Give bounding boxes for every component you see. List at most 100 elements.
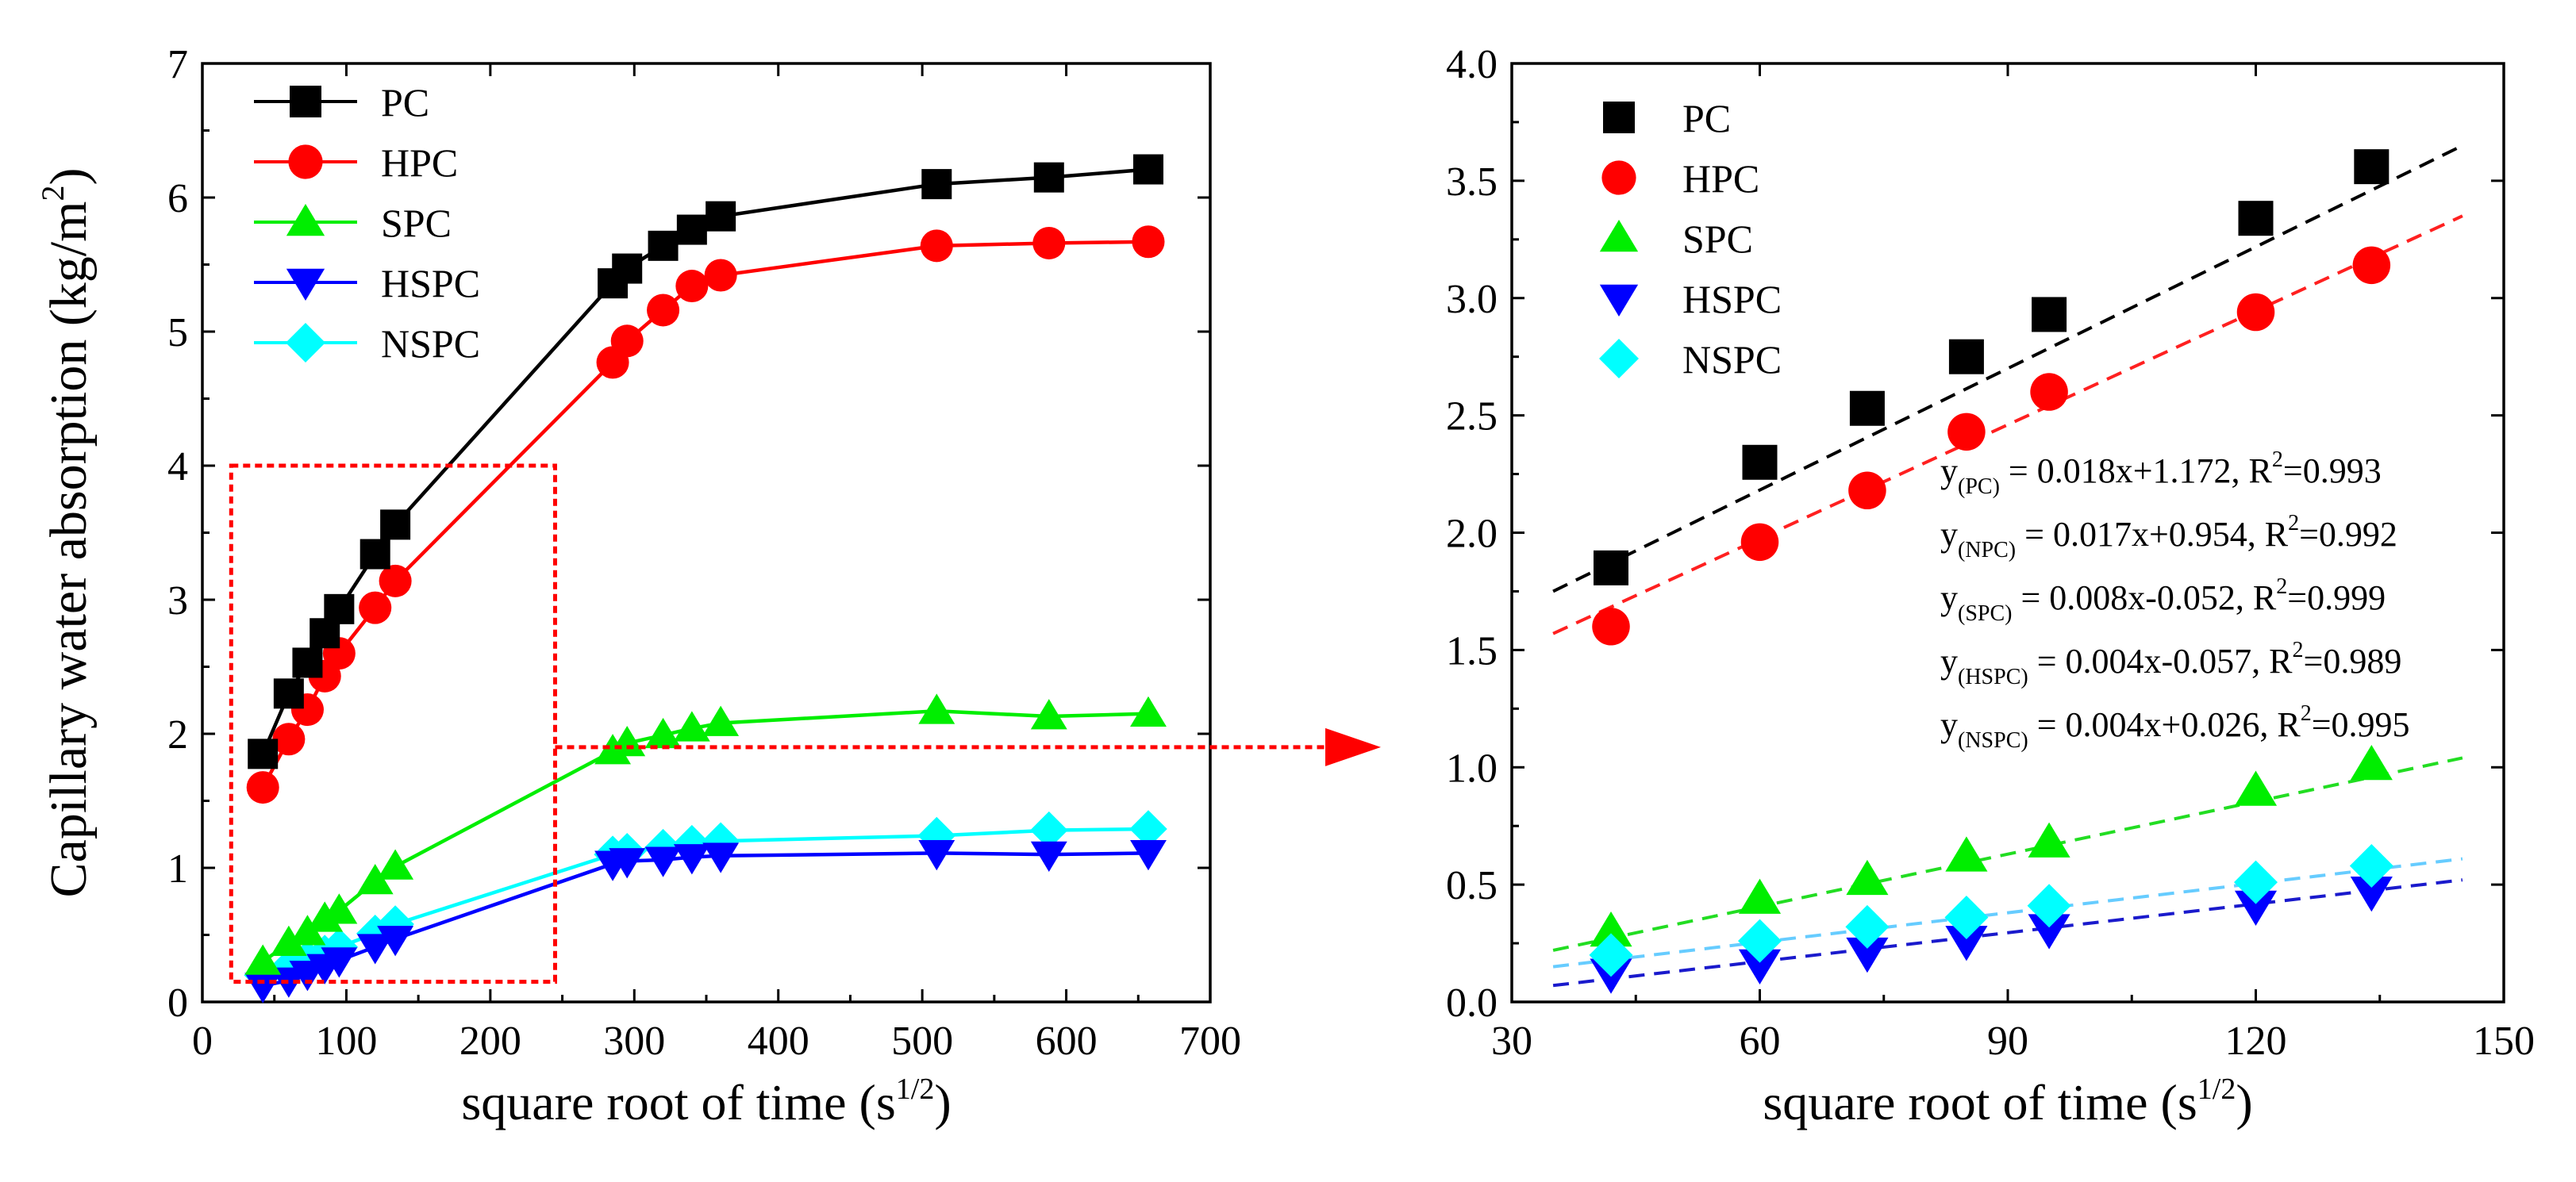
left-point-spc bbox=[377, 849, 414, 880]
left-x-tick-label: 400 bbox=[748, 1019, 809, 1064]
left-y-tick-label: 6 bbox=[167, 176, 188, 221]
left-y-tick-label: 1 bbox=[167, 846, 188, 892]
right-fit-equation: y(NSPC) = 0.004x+0.026, R2=0.995 bbox=[1940, 701, 2410, 753]
left-y-tick-label: 4 bbox=[167, 444, 188, 489]
right-legend-label-hspc: HSPC bbox=[1682, 277, 1782, 321]
left-point-pc bbox=[324, 593, 355, 624]
right-fit-equation: y(SPC) = 0.008x-0.052, R2=0.999 bbox=[1940, 574, 2386, 626]
right-point-hpc bbox=[1740, 523, 1779, 562]
right-legend-label-hpc: HPC bbox=[1682, 156, 1759, 201]
right-legend-marker-spc bbox=[1599, 220, 1639, 252]
left-point-spc bbox=[270, 925, 307, 957]
left-point-hpc bbox=[647, 294, 680, 327]
right-point-hspc bbox=[1945, 926, 1988, 961]
right-point-pc bbox=[1849, 390, 1885, 426]
right-y-tick-label: 3.5 bbox=[1446, 159, 1498, 205]
left-point-spc bbox=[1130, 696, 1167, 727]
right-point-hspc bbox=[2350, 877, 2393, 912]
left-y-tick-label: 5 bbox=[167, 310, 188, 355]
left-point-spc bbox=[702, 705, 740, 736]
left-x-axis-label: square root of time (s1/2) bbox=[461, 1073, 951, 1130]
right-point-hpc bbox=[2236, 293, 2275, 332]
left-point-hpc bbox=[272, 723, 306, 756]
right-point-spc bbox=[1846, 859, 1889, 896]
left-x-tick-label: 300 bbox=[603, 1019, 665, 1064]
left-legend-marker-nspc bbox=[286, 323, 325, 363]
right-fit-line-nspc bbox=[1552, 857, 2463, 969]
left-point-pc bbox=[1033, 162, 1064, 193]
right-point-hpc bbox=[2352, 246, 2391, 285]
left-point-spc bbox=[594, 734, 632, 765]
left-point-hpc bbox=[704, 259, 737, 292]
right-point-pc bbox=[1594, 550, 1628, 585]
left-legend-label-hpc: HPC bbox=[381, 140, 458, 185]
right-point-spc bbox=[1738, 878, 1782, 914]
left-legend-marker-spc bbox=[286, 204, 325, 236]
left-point-spc bbox=[644, 717, 682, 749]
left-legend-label-hspc: HSPC bbox=[381, 261, 480, 305]
right-legend-label-nspc: NSPC bbox=[1682, 337, 1782, 382]
left-point-spc bbox=[306, 901, 344, 932]
right-chart: 30 60 90 120 150 0.0 0.5 1.0 1.5 2.0 2.5 3.0 3.5 4.0 s… bbox=[1446, 42, 2535, 1130]
left-series-line-pc bbox=[261, 167, 1149, 755]
left-y-tick-label: 2 bbox=[167, 712, 188, 758]
left-y-tick-label: 7 bbox=[167, 42, 188, 87]
right-legend-marker-pc bbox=[1603, 102, 1635, 133]
right-fit-equation: y(HSPC) = 0.004x-0.057, R2=0.989 bbox=[1940, 638, 2401, 689]
left-point-pc bbox=[359, 539, 390, 570]
right-x-tick-label: 150 bbox=[2473, 1019, 2535, 1064]
right-point-spc bbox=[1590, 911, 1632, 947]
right-point-hspc bbox=[1846, 937, 1889, 973]
left-point-hpc bbox=[379, 564, 412, 597]
zoom-arrow-head bbox=[1325, 727, 1381, 766]
left-x-tick-label: 700 bbox=[1179, 1019, 1241, 1064]
right-y-tick-label: 2.5 bbox=[1446, 394, 1498, 439]
zoom-annotation bbox=[229, 463, 1381, 984]
left-chart: 0 100 200 300 400 500 600 700 0 1 2 3 4 5 6 7 square roo… bbox=[35, 42, 1241, 1130]
left-point-pc bbox=[676, 214, 707, 245]
left-point-spc bbox=[321, 893, 358, 924]
left-point-pc bbox=[1132, 154, 1163, 185]
right-point-nspc bbox=[2234, 860, 2278, 904]
left-point-spc bbox=[244, 944, 282, 975]
left-point-pc bbox=[648, 230, 679, 261]
right-point-hpc bbox=[1947, 413, 1986, 451]
right-y-tick-label: 0.0 bbox=[1446, 981, 1498, 1026]
right-point-hpc bbox=[1848, 471, 1886, 510]
left-point-hpc bbox=[610, 324, 644, 358]
zoom-box bbox=[229, 463, 557, 984]
left-x-tick-label: 100 bbox=[315, 1019, 377, 1064]
left-point-hspc bbox=[244, 973, 282, 1004]
left-y-tick-label: 0 bbox=[167, 981, 188, 1026]
left-point-hspc bbox=[673, 844, 710, 875]
right-y-tick-label: 4.0 bbox=[1446, 42, 1498, 87]
left-point-pc bbox=[273, 678, 304, 709]
right-point-nspc bbox=[2027, 884, 2071, 928]
right-fit-line-hpc bbox=[1552, 214, 2463, 635]
right-point-hpc bbox=[2030, 373, 2068, 411]
left-x-tick-label: 0 bbox=[192, 1019, 213, 1064]
left-legend-marker-hspc bbox=[286, 268, 325, 301]
left-point-hspc bbox=[321, 947, 358, 978]
left-x-tick-label: 200 bbox=[459, 1019, 521, 1064]
right-fit-equation: y(PC) = 0.018x+1.172, R2=0.993 bbox=[1940, 447, 2382, 499]
left-point-hpc bbox=[1032, 226, 1066, 259]
right-point-pc bbox=[1948, 339, 1984, 374]
right-point-hpc bbox=[1592, 608, 1630, 646]
left-point-pc bbox=[706, 201, 736, 232]
left-legend-marker-pc bbox=[290, 86, 321, 117]
left-point-nspc bbox=[1129, 810, 1167, 848]
right-legend-marker-hspc bbox=[1599, 284, 1639, 317]
left-point-hspc bbox=[377, 926, 414, 957]
left-point-spc bbox=[1030, 699, 1067, 730]
left-point-hspc bbox=[644, 846, 682, 877]
left-point-hspc bbox=[1030, 841, 1067, 872]
right-legend-marker-hpc bbox=[1601, 160, 1636, 195]
left-x-tick-label: 500 bbox=[891, 1019, 953, 1064]
right-fit-line-hspc bbox=[1552, 878, 2463, 988]
left-point-pc bbox=[292, 647, 323, 678]
right-y-tick-label: 0.5 bbox=[1446, 863, 1498, 908]
right-x-tick-label: 120 bbox=[2225, 1019, 2287, 1064]
left-point-hspc bbox=[609, 848, 646, 879]
